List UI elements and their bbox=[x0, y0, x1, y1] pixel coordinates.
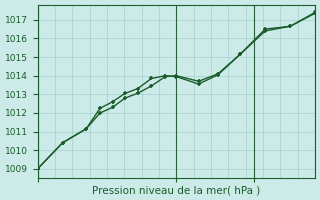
X-axis label: Pression niveau de la mer( hPa ): Pression niveau de la mer( hPa ) bbox=[92, 185, 260, 195]
